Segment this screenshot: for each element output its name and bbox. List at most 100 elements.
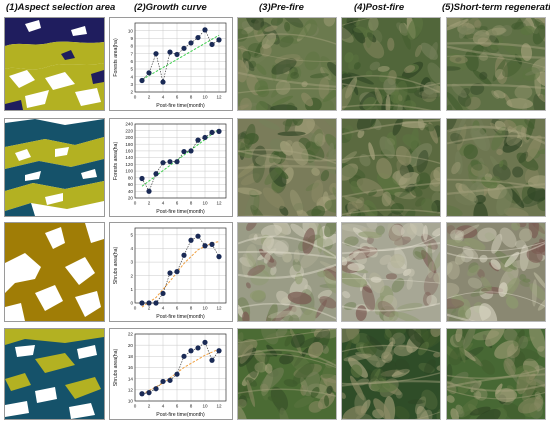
terrain-texture (447, 18, 545, 110)
terrain-texture (342, 119, 440, 216)
terrain-texture (447, 329, 545, 419)
data-point (139, 300, 145, 306)
y-tick-label: 180 (125, 142, 133, 147)
data-point (146, 70, 152, 76)
data-connector-line (141, 341, 220, 395)
fit-curve (141, 241, 220, 308)
y-axis-label: Shrubs area(ha) (113, 246, 119, 284)
data-point (202, 27, 208, 33)
data-point (139, 391, 145, 397)
data-point (188, 237, 194, 243)
data-point (153, 51, 159, 57)
terrain-texture (342, 329, 440, 419)
pre-fire-image-2 (237, 118, 337, 217)
y-tick-label: 10 (128, 399, 134, 404)
data-point (209, 129, 215, 136)
short-term-regeneration-image-4 (446, 328, 546, 420)
y-tick-label: 6 (130, 59, 133, 64)
y-tick-label: 7 (130, 51, 133, 56)
y-tick-label: 3 (130, 82, 133, 87)
x-tick-label: 8 (190, 95, 193, 100)
data-point (167, 270, 173, 276)
data-point (146, 188, 152, 194)
growth-chart-3: 0 2 4 6 8 10 12 0 1 2 3 4 5 Post-fire time(month) Shru… (109, 222, 233, 322)
data-point (216, 128, 222, 134)
x-tick-label: 4 (162, 404, 165, 409)
y-axis-label: Forests area(ha) (113, 38, 119, 77)
short-term-regeneration-image-3 (446, 222, 546, 322)
fit-curve (141, 348, 220, 395)
data-point (209, 241, 215, 247)
growth-chart-1: 0 2 4 6 8 10 12 2 3 4 5 6 7 8 9 10 Post-fire time(month)… (109, 17, 233, 111)
y-tick-label: 4 (130, 246, 133, 251)
data-point (188, 348, 194, 354)
x-tick-label: 4 (162, 201, 165, 206)
y-tick-label: 120 (125, 162, 133, 167)
x-axis-label: Post-fire time(month) (156, 314, 205, 320)
data-connector-line (142, 235, 220, 304)
y-axis-label: Shrubs area(ha) (113, 348, 119, 386)
data-point (216, 37, 222, 43)
data-point (195, 345, 201, 351)
plot-frame (134, 123, 227, 199)
data-point (167, 377, 173, 383)
plot-frame (134, 22, 227, 93)
y-tick-label: 2 (130, 273, 133, 278)
y-tick-label: 10 (128, 28, 134, 33)
data-point (174, 269, 180, 275)
x-tick-label: 10 (202, 404, 208, 409)
data-point (188, 40, 194, 46)
terrain-texture (238, 223, 336, 321)
y-tick-label: 160 (125, 149, 133, 154)
y-tick-label: 22 (128, 332, 134, 337)
data-point (160, 378, 166, 385)
post-fire-image-3 (341, 222, 441, 322)
y-tick-label: 0 (130, 301, 133, 306)
y-tick-label: 3 (130, 260, 133, 265)
data-point (202, 339, 208, 345)
aspect-map-4 (4, 328, 105, 420)
data-point (188, 148, 194, 154)
data-point (181, 353, 187, 359)
y-tick-label: 8 (130, 44, 133, 49)
y-tick-label: 5 (130, 232, 133, 237)
y-tick-label: 2 (130, 90, 133, 95)
pre-fire-image-1 (237, 17, 337, 111)
data-point (195, 233, 201, 239)
plot-frame (134, 227, 227, 304)
data-point (181, 148, 187, 155)
x-axis-label: Post-fire time(month) (156, 412, 205, 418)
data-connector-line (141, 29, 220, 83)
data-point (181, 252, 187, 258)
y-axis-label: Forests area(ha) (113, 142, 119, 181)
post-fire-image-2 (341, 118, 441, 217)
y-tick-label: 40 (128, 189, 134, 194)
x-tick-label: 12 (216, 201, 222, 206)
x-tick-label: 0 (134, 201, 137, 206)
aspect-map-1 (4, 17, 105, 111)
x-tick-label: 2 (148, 306, 151, 311)
pre-fire-image-4 (237, 328, 337, 420)
plot-frame (134, 333, 227, 402)
x-tick-label: 6 (176, 404, 179, 409)
data-point (202, 134, 208, 141)
x-tick-label: 12 (216, 306, 222, 311)
data-point (209, 41, 215, 48)
data-point (139, 77, 145, 84)
y-tick-label: 16 (128, 365, 134, 370)
growth-chart-4-plot: 0 2 4 6 8 10 12 10 12 14 16 18 20 22 Post-fire time(mo… (113, 332, 227, 418)
data-point (160, 290, 166, 297)
y-tick-label: 5 (130, 67, 133, 72)
growth-chart-4: 0 2 4 6 8 10 12 10 12 14 16 18 20 22 Post-fire time(mo… (109, 328, 233, 420)
x-tick-label: 8 (190, 201, 193, 206)
data-point (216, 348, 222, 354)
data-point (209, 357, 215, 363)
y-tick-label: 220 (125, 128, 133, 133)
data-point (202, 243, 208, 249)
terrain-texture (238, 119, 336, 216)
x-tick-label: 6 (176, 306, 179, 311)
x-tick-label: 2 (148, 201, 151, 206)
data-point (146, 300, 152, 306)
